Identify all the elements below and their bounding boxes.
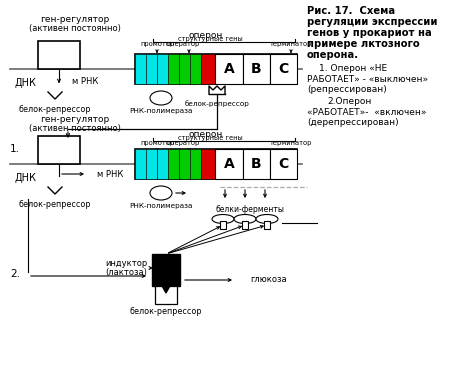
Bar [135,149,297,179]
Text: B: B [251,157,262,171]
Text: B: B [251,62,262,76]
Bar [157,149,168,179]
Text: C: C [278,157,289,171]
Text: (лактоза): (лактоза) [105,269,147,278]
Text: м РНК: м РНК [97,169,123,178]
Text: ДНК: ДНК [15,173,37,183]
Bar [242,221,248,229]
Text: генов у прокариот на: генов у прокариот на [307,28,432,38]
Text: оперон: оперон [189,31,223,40]
Text: структурные гены: структурные гены [178,36,242,42]
Text: промотор: промотор [140,140,174,146]
Text: Рис. 17.  Схема: Рис. 17. Схема [307,6,395,16]
Text: белок-репрессор: белок-репрессор [184,101,249,107]
Text: A: A [224,157,234,171]
Ellipse shape [212,215,234,224]
Text: (репрессирован): (репрессирован) [307,85,387,94]
Text: A: A [224,62,234,76]
Text: белки-ферменты: белки-ферменты [216,205,284,214]
Bar [38,41,80,69]
Ellipse shape [150,186,172,200]
Text: РАБОТАЕТ» - «выключен»: РАБОТАЕТ» - «выключен» [307,75,428,84]
Text: белок-репрессор: белок-репрессор [19,199,91,208]
Bar [146,54,157,84]
Bar [243,149,270,179]
Bar [215,149,243,179]
Bar [38,136,80,164]
Text: м РНК: м РНК [72,77,99,86]
Bar [168,54,179,84]
Bar [220,221,226,229]
Text: белок-репрессор: белок-репрессор [130,307,202,316]
Text: C: C [278,62,289,76]
Text: 1.: 1. [10,144,20,154]
Text: терминатор: терминатор [270,41,312,47]
Text: (дерепрессирован): (дерепрессирован) [307,118,399,127]
Text: индуктор: индуктор [105,260,147,269]
Text: 1. Оперон «НЕ: 1. Оперон «НЕ [319,64,387,73]
Text: ген-регулятор: ген-регулятор [40,15,109,24]
Bar [270,149,297,179]
Ellipse shape [234,215,256,224]
Text: промотор: промотор [140,41,174,47]
Ellipse shape [256,215,278,224]
Text: (активен постоянно): (активен постоянно) [29,123,121,132]
Bar [270,54,297,84]
Text: примере лктозного: примере лктозного [307,39,419,49]
Text: РНК-полимераза: РНК-полимераза [129,108,193,114]
Bar [190,54,201,84]
Bar [215,54,243,84]
Text: терминатор: терминатор [270,140,312,146]
Bar [190,149,201,179]
Bar [179,149,190,179]
Bar [146,149,157,179]
Bar [264,221,270,229]
Text: глюкоза: глюкоза [250,276,287,285]
Text: оперона.: оперона. [307,50,359,60]
Bar [135,149,146,179]
Polygon shape [161,284,171,293]
Text: оператор: оператор [166,140,200,146]
Bar [243,54,270,84]
Text: ДНК: ДНК [15,78,37,88]
Bar [201,54,215,84]
Text: «РАБОТАЕТ»-  «включен»: «РАБОТАЕТ»- «включен» [307,108,427,117]
Bar [135,54,297,84]
Text: (активен постоянно): (активен постоянно) [29,24,121,33]
Text: 2.Оперон: 2.Оперон [327,97,371,106]
Bar [152,254,180,286]
Text: оператор: оператор [166,41,200,47]
Bar [135,54,146,84]
Text: РНК-полимераза: РНК-полимераза [129,203,193,209]
Bar [168,149,179,179]
Text: структурные гены: структурные гены [178,135,242,141]
Text: белок-репрессор: белок-репрессор [19,104,91,113]
Text: 2.: 2. [10,269,20,279]
Text: оперон: оперон [189,129,223,138]
Text: регуляции экспрессии: регуляции экспрессии [307,17,438,27]
Bar [201,149,215,179]
Ellipse shape [150,91,172,105]
Text: ген-регулятор: ген-регулятор [40,114,109,123]
Bar [155,286,177,304]
Bar [157,54,168,84]
Bar [179,54,190,84]
